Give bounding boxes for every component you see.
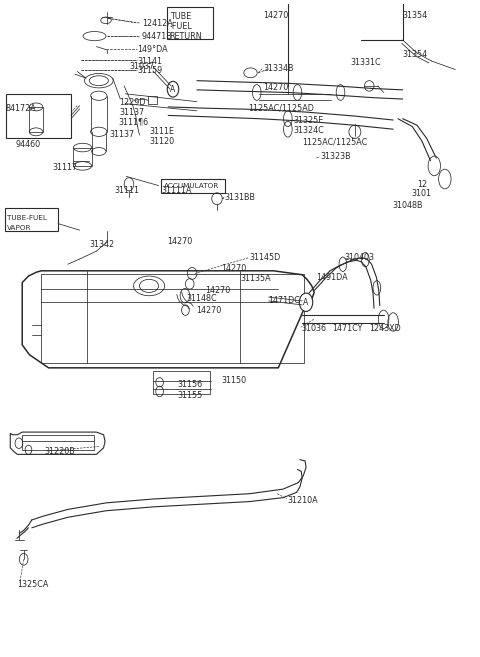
Text: 31324C: 31324C [294,126,324,135]
Text: 1243XD: 1243XD [369,324,401,333]
Bar [22,436,94,450]
Text: 1471CY: 1471CY [332,324,362,333]
Text: 31120: 31120 [149,137,174,146]
Text: TUBE: TUBE [169,12,191,21]
Text: 12: 12 [417,180,427,189]
Text: 3101: 3101 [411,189,432,198]
Text: 310403: 310403 [344,253,374,262]
Text: A: A [303,298,309,307]
Text: 14270: 14270 [221,263,246,273]
Text: 31334B: 31334B [263,64,293,74]
Text: 1471DC: 1471DC [268,296,300,306]
Text: 84172A: 84172A [5,104,36,113]
Text: 31141: 31141 [137,57,162,66]
Text: 31148C: 31148C [186,294,217,304]
Text: 31117: 31117 [52,164,77,172]
Text: TUBE-FUEL: TUBE-FUEL [7,215,47,221]
Text: 31155: 31155 [178,391,203,400]
Text: 12412A: 12412A [142,19,173,28]
Bar [167,7,213,39]
Text: 31159: 31159 [137,66,162,76]
Text: 94460: 94460 [15,141,40,149]
Bar [4,208,58,231]
Text: 1125AC/1125AD: 1125AC/1125AD [249,104,314,113]
Text: 31323B: 31323B [321,152,351,161]
Text: 14270: 14270 [263,11,288,20]
Text: 31354: 31354 [403,50,428,59]
Text: ACCUMULATOR: ACCUMULATOR [164,183,220,189]
Text: 14270: 14270 [167,237,192,246]
Bar [73,148,92,166]
Text: 3111E: 3111E [149,127,174,136]
Text: 3131BB: 3131BB [225,193,256,202]
Text: 14270: 14270 [205,286,231,295]
Text: 31220B: 31220B [45,447,75,456]
Text: 31150: 31150 [222,376,247,386]
Bar [153,371,210,394]
Text: 1491DA: 1491DA [317,273,348,282]
Text: 31137: 31137 [120,108,144,117]
Text: 31156: 31156 [178,380,203,389]
Text: 3111¶6: 3111¶6 [118,118,148,127]
Text: 31036: 31036 [301,324,326,333]
Bar [41,274,304,363]
Text: A: A [170,85,176,94]
Text: 31325E: 31325E [294,116,324,125]
Text: 31210A: 31210A [288,496,319,505]
Text: 31342: 31342 [89,240,114,249]
Text: 14270: 14270 [263,83,288,92]
Text: 1325CA: 1325CA [17,579,49,589]
Text: 31135A: 31135A [240,274,271,283]
Text: 149°DA: 149°DA [137,45,168,55]
Text: 1125AC/1125AC: 1125AC/1125AC [302,138,368,147]
Text: 31137: 31137 [110,130,135,139]
Text: 1229D: 1229D [120,98,146,107]
Text: 31111A: 31111A [161,187,192,195]
Circle shape [300,293,313,311]
Bar [160,179,225,193]
Text: 31111: 31111 [115,187,140,195]
Text: -FUEL: -FUEL [169,22,192,31]
Bar [148,96,157,104]
Text: 31331C: 31331C [350,58,381,67]
Text: 94471B: 94471B [142,32,173,41]
Text: 14270: 14270 [196,306,221,315]
Bar [6,94,71,139]
Text: VAPOR: VAPOR [7,225,32,231]
Text: 31145D: 31145D [250,253,281,262]
Bar [29,107,43,132]
Text: 31354: 31354 [403,11,428,20]
Text: 31037: 31037 [130,62,155,71]
Text: RETURN: RETURN [169,32,202,41]
Circle shape [167,81,179,97]
Text: 31048B: 31048B [392,201,423,210]
